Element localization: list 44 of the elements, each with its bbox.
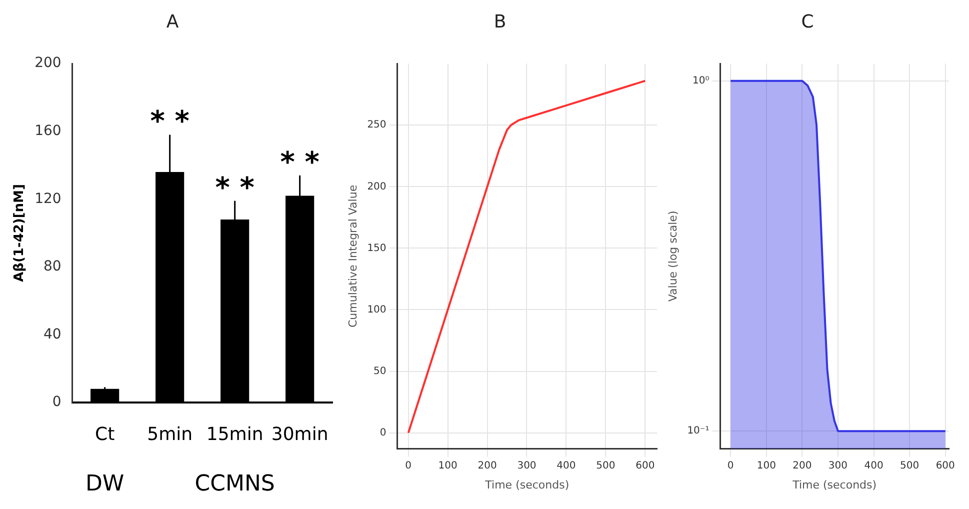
annotation: * * bbox=[150, 104, 190, 138]
chart-title: C bbox=[801, 11, 814, 32]
y-axis-title: Aβ(1-42)[nM] bbox=[12, 184, 28, 282]
y-tick-label: 120 bbox=[34, 190, 62, 207]
y-tick-label: 10⁻¹ bbox=[687, 426, 710, 437]
x-tick-label: 30min bbox=[271, 424, 328, 445]
y-tick-label: 200 bbox=[34, 55, 62, 72]
text: CCMNS bbox=[194, 472, 275, 497]
x-tick-label: Ct bbox=[95, 424, 115, 445]
x-axis-title: Time (seconds) bbox=[484, 478, 570, 492]
x-tick-label: 100 bbox=[438, 460, 458, 472]
x-tick-label: 15min bbox=[206, 424, 264, 445]
x-tick-label: 200 bbox=[792, 460, 812, 472]
y-tick-label: 160 bbox=[34, 123, 62, 139]
y-tick-label: 250 bbox=[367, 120, 386, 131]
y-tick-label: 50 bbox=[374, 366, 386, 377]
y-tick-label: 200 bbox=[367, 181, 386, 192]
annotation: * * bbox=[215, 170, 255, 204]
y-axis-title: Value (log scale) bbox=[666, 210, 680, 302]
x-tick-label: 600 bbox=[636, 460, 655, 472]
annotation: * * bbox=[280, 145, 320, 178]
x-tick-label: 400 bbox=[556, 460, 576, 472]
x-tick-label: 500 bbox=[596, 460, 616, 472]
x-tick-label: 500 bbox=[900, 460, 920, 472]
x-tick-label: 5min bbox=[147, 424, 193, 445]
y-tick-label: 0 bbox=[52, 394, 62, 410]
x-tick-label: 0 bbox=[727, 460, 734, 472]
text: DW bbox=[85, 472, 124, 497]
y-axis-title: Cumulative Integral Value bbox=[346, 184, 360, 328]
x-tick-label: 400 bbox=[864, 460, 884, 472]
y-tick-label: 80 bbox=[43, 258, 62, 275]
y-tick-label: 150 bbox=[367, 242, 386, 254]
y-tick-label: 100 bbox=[367, 304, 386, 316]
chart-title: B bbox=[494, 11, 506, 32]
x-tick-label: 600 bbox=[936, 460, 955, 472]
x-axis-title: Time (seconds) bbox=[792, 478, 877, 492]
x-tick-label: 100 bbox=[756, 460, 776, 472]
x-tick-label: 200 bbox=[478, 460, 497, 472]
x-tick-label: 300 bbox=[828, 460, 848, 472]
x-tick-label: 300 bbox=[517, 460, 536, 472]
y-tick-label: 10⁰ bbox=[692, 75, 710, 86]
x-tick-label: 0 bbox=[405, 460, 412, 472]
chart-title: A bbox=[166, 11, 180, 32]
y-tick-label: 40 bbox=[43, 326, 62, 342]
